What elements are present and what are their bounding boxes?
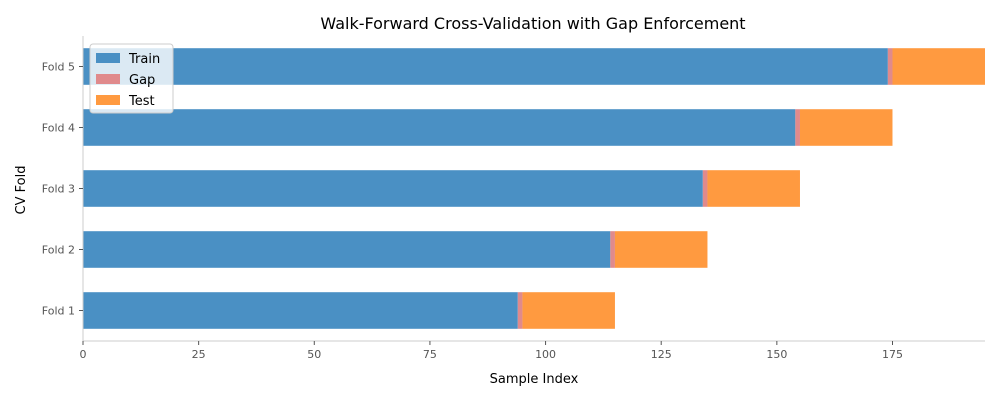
legend: Train Gap Test: [89, 43, 174, 114]
y-tick-label: Fold 1: [42, 305, 75, 318]
bar-gap-fold-2: [610, 231, 615, 268]
legend-label-gap: Gap: [129, 73, 155, 88]
x-tick-label: 175: [882, 348, 903, 361]
bar-train-fold-5: [83, 48, 888, 85]
bar-train-fold-1: [83, 292, 518, 329]
bar-test-fold-3: [707, 170, 800, 207]
bar-gap-fold-3: [702, 170, 708, 207]
legend-swatch-test: [96, 95, 120, 105]
bar-train-fold-3: [83, 170, 703, 207]
x-tick-label: 0: [80, 348, 87, 361]
bar-train-fold-4: [83, 109, 796, 146]
x-tick-label: 25: [192, 348, 206, 361]
bar-test-fold-2: [614, 231, 708, 268]
bar-gap-fold-4: [795, 109, 800, 146]
bar-test-fold-5: [892, 48, 985, 85]
legend-swatch-gap: [96, 74, 120, 84]
y-tick-label: Fold 5: [42, 61, 75, 74]
x-tick-label: 50: [307, 348, 321, 361]
bar-gap-fold-1: [517, 292, 523, 329]
y-axis-label: CV Fold: [14, 166, 29, 215]
x-tick-label: 100: [535, 348, 556, 361]
bars-group: [83, 48, 985, 329]
x-tick-label: 75: [423, 348, 437, 361]
bar-train-fold-2: [83, 231, 611, 268]
x-tick-label: 150: [766, 348, 787, 361]
x-axis-label: Sample Index: [490, 372, 579, 387]
y-tick-label: Fold 3: [42, 183, 75, 196]
bar-test-fold-4: [799, 109, 893, 146]
x-tick-label: 125: [651, 348, 672, 361]
legend-label-train: Train: [128, 52, 160, 67]
x-ticks: 0 25 50 75 100 125 150 175: [80, 341, 903, 361]
legend-label-test: Test: [128, 94, 155, 109]
bar-test-fold-1: [522, 292, 615, 329]
y-tick-label: Fold 2: [42, 244, 75, 257]
y-tick-label: Fold 4: [42, 122, 75, 135]
bar-gap-fold-5: [887, 48, 893, 85]
y-ticks: Fold 1 Fold 2 Fold 3 Fold 4 Fold 5: [42, 61, 83, 318]
chart-title: Walk-Forward Cross-Validation with Gap E…: [320, 14, 745, 33]
legend-swatch-train: [96, 53, 120, 63]
